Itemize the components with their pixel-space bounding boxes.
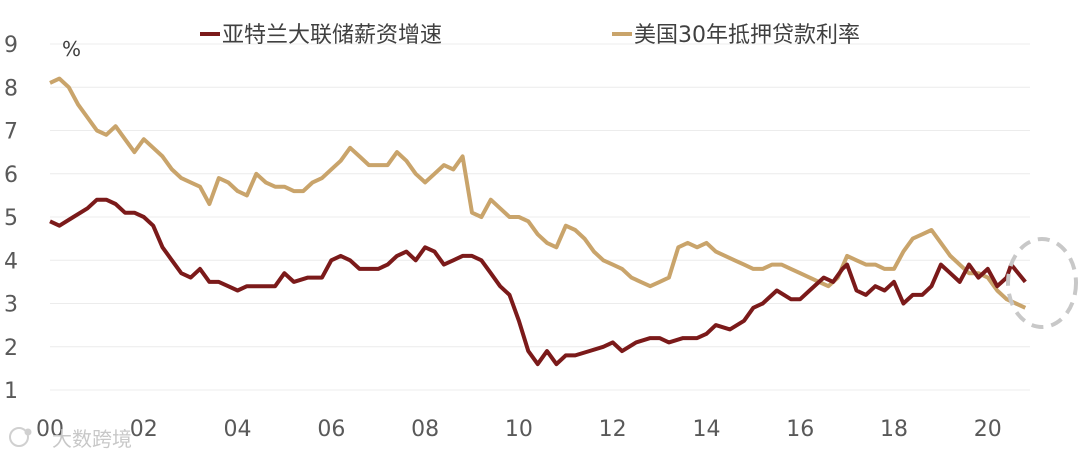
x-tick-label: 02 [130,417,158,442]
watermark-logo-dot [24,428,32,436]
watermark: 大数跨境 [9,427,132,451]
y-tick-label: 3 [4,293,18,318]
highlight-dashed-circle [1006,237,1078,329]
x-tick-label: 08 [411,417,439,442]
y-tick-label: 5 [4,206,18,231]
y-tick-label: 8 [4,76,18,101]
series-line [49,76,1027,310]
y-tick-label: 7 [4,120,18,145]
x-tick-label: 10 [505,417,533,442]
legend-label-mortgage-rate: 美国30年抵押贷款利率 [634,23,860,48]
y-tick-label: 9 [4,33,18,58]
series-line [49,197,1027,367]
legend-label-wage-growth: 亚特兰大联储薪资增速 [222,23,442,48]
watermark-text: 大数跨境 [52,427,132,451]
x-tick-label: 16 [786,417,814,442]
y-axis-unit-label: % [62,37,81,61]
x-tick-label: 18 [880,417,908,442]
x-tick-label: 06 [317,417,345,442]
x-tick-label: 12 [599,417,627,442]
x-axis-ticks: 00 02 04 06 08 10 12 14 16 18 20 [36,417,1002,442]
x-tick-label: 04 [224,417,252,442]
y-tick-label: 1 [4,379,18,404]
legend: 亚特兰大联储薪资增速 美国30年抵押贷款利率 [200,23,860,48]
series-lines [49,76,1027,367]
x-tick-label: 20 [974,417,1002,442]
x-tick-label: 00 [36,417,64,442]
y-tick-label: 2 [4,336,18,361]
gridlines [50,43,1030,391]
y-axis-ticks: 1 2 3 4 5 6 7 8 9 [4,33,18,404]
y-tick-label: 4 [4,249,18,274]
x-tick-label: 14 [692,417,720,442]
watermark-logo-icon [9,427,29,447]
y-tick-label: 6 [4,163,18,188]
